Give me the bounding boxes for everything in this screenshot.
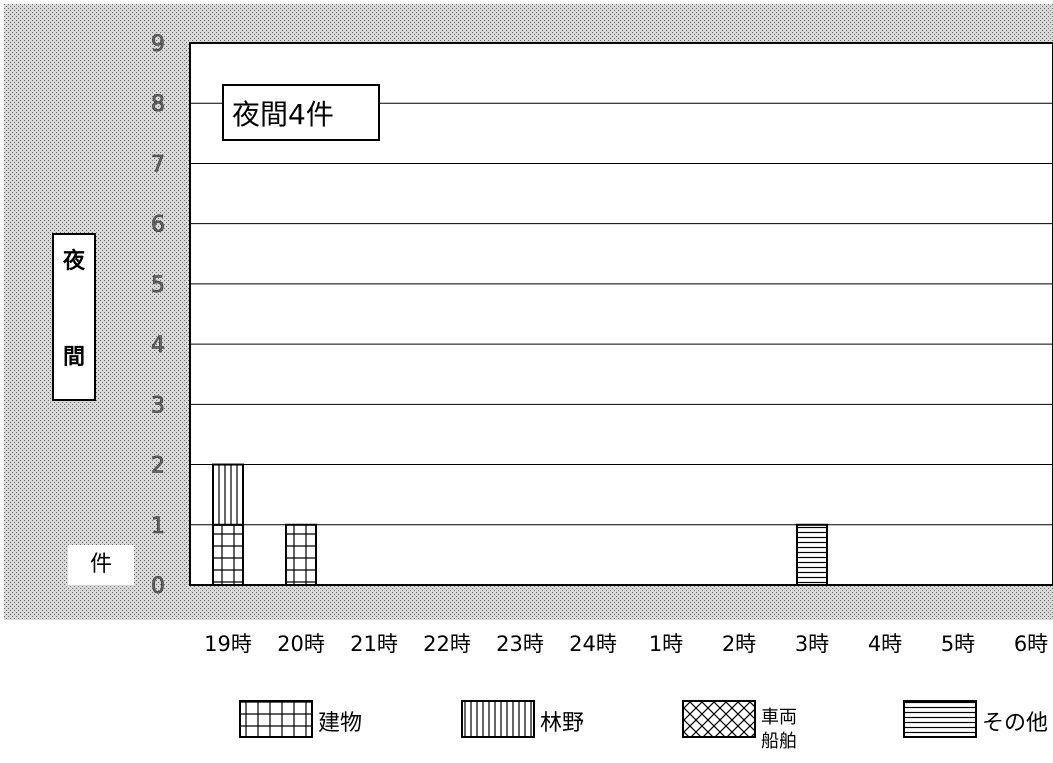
x-tick-label: 5時 bbox=[941, 632, 975, 656]
y-tick-label: 7 bbox=[151, 152, 165, 177]
legend-swatch bbox=[682, 700, 756, 738]
y-tick-label: 9 bbox=[151, 32, 165, 57]
legend-item: 林野 bbox=[461, 700, 584, 738]
legend-item: 建物 bbox=[239, 700, 362, 738]
legend-swatch bbox=[903, 700, 977, 738]
x-tick-label: 19時 bbox=[204, 632, 252, 656]
x-tick-label: 24時 bbox=[569, 632, 617, 656]
legend: 建物 林野 車両船舶 その他 bbox=[239, 700, 1048, 752]
chart-title-box: 夜間4件 bbox=[222, 84, 380, 141]
y-axis-unit: 件 bbox=[68, 545, 134, 585]
x-tick-label: 23時 bbox=[496, 632, 544, 656]
y-tick-label: 6 bbox=[151, 213, 165, 238]
legend-label: 車両船舶 bbox=[761, 707, 797, 752]
bar-segment bbox=[212, 463, 244, 526]
gridlines bbox=[190, 42, 1053, 526]
bar-segment bbox=[796, 523, 828, 586]
x-tick-label: 6時 bbox=[1014, 632, 1048, 656]
x-tick-label: 20時 bbox=[277, 632, 325, 656]
legend-item: その他 bbox=[903, 700, 1048, 738]
bar-segment bbox=[212, 523, 244, 586]
x-tick-label: 1時 bbox=[649, 632, 683, 656]
y-axis-label-char-1: 夜 bbox=[62, 249, 85, 274]
x-tick-label: 21時 bbox=[350, 632, 398, 656]
chart-title: 夜間4件 bbox=[232, 98, 334, 131]
x-tick-label: 4時 bbox=[868, 632, 902, 656]
legend-swatch bbox=[461, 700, 535, 738]
y-tick-label: 1 bbox=[151, 514, 165, 539]
y-tick-label: 4 bbox=[151, 333, 165, 358]
legend-label: 建物 bbox=[318, 711, 362, 736]
legend-item: 車両船舶 bbox=[682, 700, 797, 752]
y-tick-label: 5 bbox=[151, 273, 165, 298]
y-tick-label: 2 bbox=[151, 454, 165, 479]
bars bbox=[212, 463, 828, 586]
y-axis-label-char-2: 間 bbox=[62, 345, 85, 370]
y-tick-labels: 0 1 2 3 4 5 6 7 8 9 bbox=[151, 32, 166, 600]
legend-swatch bbox=[239, 700, 313, 738]
y-tick-label: 3 bbox=[151, 393, 165, 418]
legend-label: その他 bbox=[982, 711, 1048, 736]
x-tick-label: 3時 bbox=[795, 632, 829, 656]
y-tick-label: 8 bbox=[151, 92, 165, 117]
x-tick-label: 2時 bbox=[722, 632, 756, 656]
y-axis-label: 夜 間 bbox=[52, 233, 96, 401]
bar-segment bbox=[285, 523, 317, 586]
y-tick-label: 0 bbox=[151, 574, 165, 599]
x-tick-labels: 19時 20時 21時 22時 23時 24時 1時 2時 3時 4時 5時 6時 bbox=[204, 632, 1048, 656]
legend-label: 林野 bbox=[540, 711, 584, 736]
x-tick-label: 22時 bbox=[423, 632, 471, 656]
